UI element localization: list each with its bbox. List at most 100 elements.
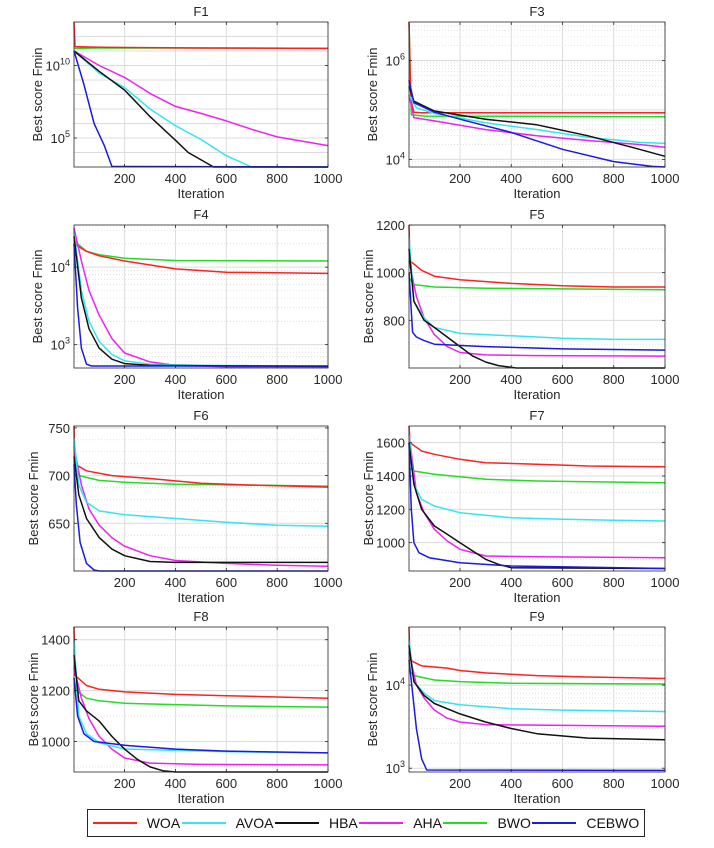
series-avoa <box>408 434 666 522</box>
chart-f4: 200 400 600 800 1000 104 103 F4 Iteration Best sc… <box>30 207 342 402</box>
y-axis-label: Best score Fmin <box>30 48 45 142</box>
x-tick-label: 400 <box>500 171 522 186</box>
y-axis-label: Best score Fmin <box>365 48 380 142</box>
y-tick-label: 104 <box>386 676 405 693</box>
y-tick-label: 650 <box>48 516 70 531</box>
series-woa <box>408 224 665 288</box>
axes-frame <box>73 425 329 572</box>
series-woa <box>408 425 666 468</box>
chart-f5: 200 400 600 800 1000 1200 1000 800 F5 Iteration Be… <box>361 207 679 402</box>
y-tick-label: 1200 <box>376 218 405 233</box>
x-tick-label: 1000 <box>651 776 680 791</box>
x-tick-label: 200 <box>449 776 471 791</box>
x-axis-label: Iteration <box>514 186 561 201</box>
axes-frame <box>408 425 666 572</box>
y-tick-label: 700 <box>48 469 70 484</box>
legend-swatch-woa <box>92 822 137 824</box>
legend-label-cebwo: CEBWO <box>586 815 640 831</box>
x-tick-label: 600 <box>552 776 574 791</box>
series-hba <box>73 236 329 368</box>
series-woa <box>408 626 666 680</box>
y-tick-label: 104 <box>51 258 70 275</box>
legend-item-hba: HBA <box>274 815 358 831</box>
series-hba <box>408 248 665 369</box>
legend-swatch-bwo <box>443 822 488 824</box>
chart-title: F1 <box>193 4 208 19</box>
y-tick-label: 1000 <box>376 536 405 551</box>
x-tick-label: 800 <box>603 776 625 791</box>
x-tick-label: 400 <box>500 776 522 791</box>
x-tick-label: 800 <box>266 575 288 590</box>
x-tick-label: 600 <box>552 372 574 387</box>
chart-f3: 200 400 600 800 1000 106 104 F3 Iteration Best sc… <box>365 4 679 201</box>
y-tick-label: 1200 <box>376 502 405 517</box>
chart-f8: 200 400 600 800 1000 1400 1200 1000 F8 Iteration B… <box>26 609 342 806</box>
series-avoa <box>408 94 666 145</box>
series-woa <box>408 21 665 114</box>
y-tick-label: 1400 <box>376 469 405 484</box>
grid <box>74 22 328 167</box>
series-bwo <box>408 467 666 484</box>
y-tick-label: 105 <box>51 129 70 146</box>
grid <box>409 22 665 167</box>
x-tick-label: 600 <box>215 575 237 590</box>
legend-label-woa: WOA <box>146 815 181 831</box>
x-tick-label: 1000 <box>651 575 680 590</box>
legend-item-cebwo: CEBWO <box>532 815 639 831</box>
x-tick-label: 400 <box>165 776 187 791</box>
x-tick-label: 600 <box>552 575 574 590</box>
axes-frame <box>73 626 329 773</box>
plot-area <box>409 426 665 571</box>
x-tick-label: 1000 <box>651 372 680 387</box>
legend-label-avoa: AVOA <box>235 815 274 831</box>
series-cebwo <box>73 677 329 754</box>
series-hba <box>408 86 666 158</box>
x-tick-label: 1000 <box>314 171 343 186</box>
x-tick-label: 200 <box>114 776 136 791</box>
y-axis-label: Best score Fmin <box>365 653 380 747</box>
legend-label-aha: AHA <box>413 815 442 831</box>
series-hba <box>408 645 666 741</box>
x-tick-label: 800 <box>266 372 288 387</box>
x-axis-label: Iteration <box>178 791 225 806</box>
legend: WOA AVOA HBA AHA BWO CEBWO <box>87 809 645 837</box>
y-tick-label: 1200 <box>41 684 70 699</box>
series-cebwo <box>73 50 329 168</box>
series-cebwo <box>408 272 666 351</box>
y-tick-label: 1010 <box>46 57 70 74</box>
x-tick-label: 1000 <box>314 776 343 791</box>
chart-title: F8 <box>193 609 208 624</box>
legend-label-bwo: BWO <box>497 815 531 831</box>
x-tick-label: 200 <box>114 171 136 186</box>
x-tick-label: 600 <box>215 171 237 186</box>
y-axis-label: Best score Fmin <box>361 452 376 546</box>
plot-area <box>74 225 328 368</box>
series-aha <box>408 260 666 357</box>
chart-title: F5 <box>529 207 544 222</box>
y-tick-label: 800 <box>383 313 405 328</box>
x-tick-label: 200 <box>449 372 471 387</box>
x-axis-label: Iteration <box>178 590 225 605</box>
chart-title: F9 <box>529 609 544 624</box>
series-woa <box>73 21 329 50</box>
series-cebwo <box>408 660 666 772</box>
x-axis-label: Iteration <box>514 791 561 806</box>
x-tick-label: 1000 <box>314 372 343 387</box>
series-cebwo <box>408 79 666 168</box>
chart-title: F6 <box>193 408 208 423</box>
x-tick-label: 600 <box>215 372 237 387</box>
x-tick-label: 200 <box>114 575 136 590</box>
x-tick-label: 400 <box>165 372 187 387</box>
y-tick-label: 103 <box>51 336 70 353</box>
y-tick-label: 1000 <box>41 734 70 749</box>
y-axis-label: Best score Fmin <box>26 452 41 546</box>
series-cebwo <box>73 243 328 367</box>
legend-label-hba: HBA <box>328 815 358 831</box>
x-axis-label: Iteration <box>178 387 225 402</box>
plot-area <box>74 627 328 772</box>
x-tick-label: 400 <box>165 171 187 186</box>
y-axis-label: Best score Fmin <box>30 250 45 344</box>
series-aha <box>73 667 329 766</box>
x-tick-label: 800 <box>266 776 288 791</box>
